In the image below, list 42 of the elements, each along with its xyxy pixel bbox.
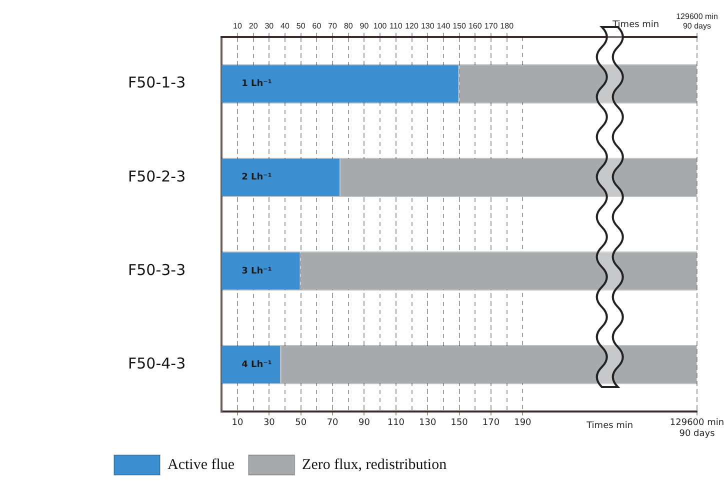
x2-tick-label: 140 <box>436 21 451 30</box>
y-tick-label: F50-2-3 <box>128 167 186 186</box>
annotation: 2 Lh⁻¹ <box>242 172 272 183</box>
x-tick-label: 50 <box>295 418 307 428</box>
x2-tick-label: 70 <box>328 21 338 30</box>
x2-tick-label: 80 <box>344 21 354 30</box>
x-tick-label: 110 <box>387 418 405 428</box>
x-tick-label: 10 <box>232 418 244 428</box>
x2-tick-label: 110 <box>390 21 403 30</box>
annotation: 3 Lh⁻¹ <box>242 266 272 276</box>
legend-label: Active flue <box>168 456 235 473</box>
x2-tick-label: 10 <box>233 21 242 30</box>
x2-axis-title: Times min <box>612 20 660 30</box>
x2-tick-label: 90 <box>360 21 370 30</box>
y-tick-label: F50-1-3 <box>128 74 186 92</box>
y-tick-label: F50-4-3 <box>128 354 186 372</box>
x2-tick-label: 180 <box>500 21 514 30</box>
x2-tick-label: 100 <box>373 21 388 30</box>
x2-tick-label: 30 <box>264 21 274 30</box>
x2-tick-label: 130 <box>420 21 435 30</box>
x-tick-label: 70 <box>326 418 339 428</box>
x2-tick-label: 160 <box>468 21 482 30</box>
x-tick-label: 90 <box>358 418 370 428</box>
annotation: 4 Lh⁻¹ <box>242 360 272 370</box>
x2-tick-label: 50 <box>296 21 306 30</box>
x-axis-title: Times min <box>586 421 634 432</box>
x2-tick-label: 129600 min 90 days <box>676 12 718 30</box>
annotation: 1 Lh⁻¹ <box>242 79 272 90</box>
x-tick-label: 190 <box>514 418 532 428</box>
x-tick-label: 170 <box>482 418 500 428</box>
x-tick-label: 150 <box>450 418 468 428</box>
x2-tick-label: 120 <box>405 21 419 30</box>
x-tick-label: 30 <box>263 418 276 428</box>
x2-tick-label: 20 <box>248 21 258 30</box>
x-tick-label: 130 <box>419 418 436 428</box>
legend-label: Zero flux, redistribution <box>302 456 448 473</box>
x2-tick-label: 150 <box>452 21 467 30</box>
x-tick-label: 129600 min 90 days <box>670 418 724 439</box>
x2-tick-label: 170 <box>484 21 498 30</box>
x2-tick-label: 60 <box>312 21 322 30</box>
x2-tick-label: 40 <box>280 21 290 30</box>
y-tick-label: F50-3-3 <box>128 260 186 279</box>
